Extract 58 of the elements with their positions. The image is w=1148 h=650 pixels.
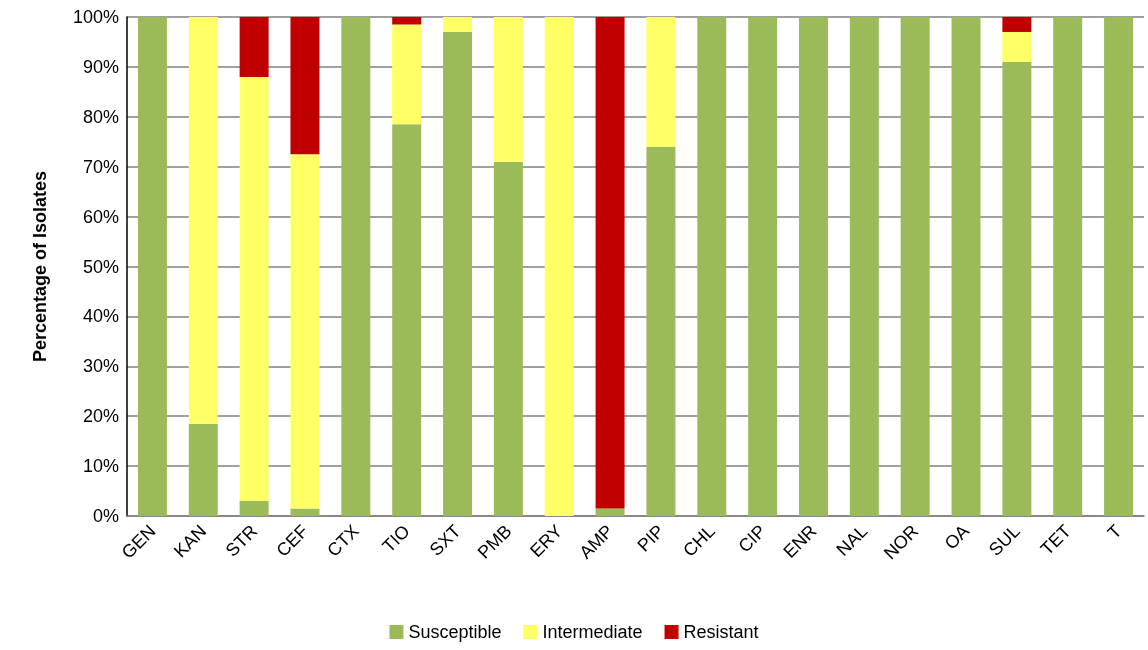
- bar: [443, 17, 473, 32]
- bar: [493, 17, 523, 162]
- x-tick-label: CIP: [734, 520, 770, 557]
- bar: [1104, 17, 1134, 516]
- legend-label: Intermediate: [542, 622, 643, 642]
- bar: [1002, 31, 1032, 62]
- bar: [798, 17, 828, 516]
- bar: [1002, 61, 1032, 516]
- x-tick-label: TIO: [378, 520, 414, 557]
- bar: [290, 154, 320, 509]
- bar: [748, 17, 778, 516]
- y-axis-title: Percentage of Isolates: [30, 170, 50, 363]
- x-tick-label: PIP: [633, 520, 668, 556]
- bar: [1002, 17, 1032, 32]
- bar: [646, 17, 676, 147]
- bar: [493, 161, 523, 516]
- bar: [646, 146, 676, 516]
- bar: [1053, 17, 1083, 516]
- legend-label: Resistant: [683, 622, 759, 642]
- x-tick-label: STR: [221, 520, 262, 561]
- bar: [595, 508, 625, 516]
- bar: [392, 17, 422, 25]
- y-tick-label: 100%: [72, 7, 119, 27]
- legend-label: Susceptible: [408, 622, 502, 642]
- bar: [290, 508, 320, 516]
- x-tick-label: OA: [940, 520, 974, 554]
- x-tick-label: TET: [1036, 520, 1075, 560]
- x-tick-label: CHL: [679, 520, 719, 561]
- bar: [188, 423, 218, 516]
- x-tick-label: SUL: [985, 520, 1024, 560]
- x-tick-label: T: [1103, 520, 1126, 543]
- y-tick-label: 40%: [82, 306, 119, 327]
- bar: [239, 17, 269, 77]
- bar: [392, 124, 422, 516]
- bar: [900, 17, 930, 516]
- bar: [392, 24, 422, 125]
- bar: [188, 17, 218, 424]
- x-tick-label: NAL: [832, 520, 872, 560]
- y-tick-label: 70%: [82, 156, 119, 177]
- y-tick-label: 0%: [92, 506, 119, 526]
- y-tick-label: 90%: [82, 56, 119, 77]
- y-tick-label: 80%: [82, 106, 119, 127]
- bar: [341, 17, 371, 516]
- y-tick-label: 10%: [82, 456, 119, 477]
- bar: [849, 17, 879, 516]
- bar: [443, 31, 473, 516]
- bar: [544, 17, 574, 516]
- bar: [951, 17, 981, 516]
- y-tick-label: 50%: [82, 256, 119, 277]
- bar: [697, 17, 727, 516]
- bar: [239, 501, 269, 516]
- bar: [239, 76, 269, 502]
- bar: [137, 17, 167, 516]
- y-tick-label: 30%: [82, 356, 119, 377]
- bar: [290, 17, 320, 155]
- y-tick-label: 20%: [82, 406, 119, 427]
- y-tick-label: 60%: [82, 206, 119, 227]
- bar: [595, 17, 625, 509]
